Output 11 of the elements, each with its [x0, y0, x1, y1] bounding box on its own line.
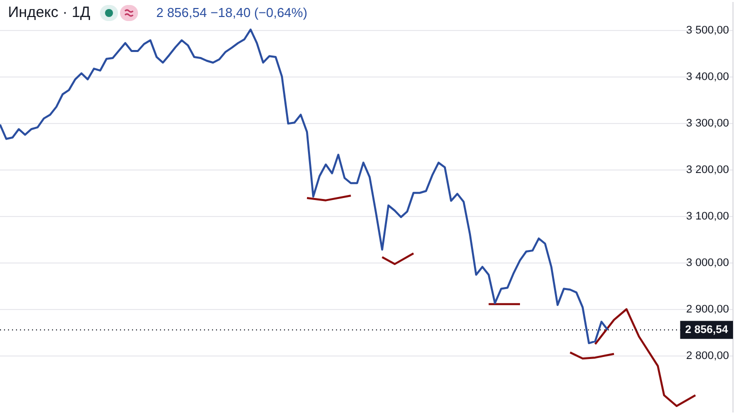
y-tick-label: 3 300,00 [686, 118, 729, 130]
y-tick-label: 3 200,00 [686, 164, 729, 176]
annotation: 2 856,54 −18,40 (−0,64%) [156, 5, 308, 20]
chart-title: Индекс · 1Д [8, 4, 90, 21]
y-tick-label: 3 400,00 [686, 71, 729, 84]
y-tick-label: 2 900,00 [686, 304, 729, 316]
y-tick-label: 3 100,00 [686, 210, 729, 223]
ref-line-label: 2 856,54 [685, 324, 729, 336]
y-tick-label: 2 800,00 [686, 350, 729, 362]
y-tick-label: 3 500,00 [686, 24, 729, 37]
y-tick-label: 3 000,00 [686, 257, 729, 270]
